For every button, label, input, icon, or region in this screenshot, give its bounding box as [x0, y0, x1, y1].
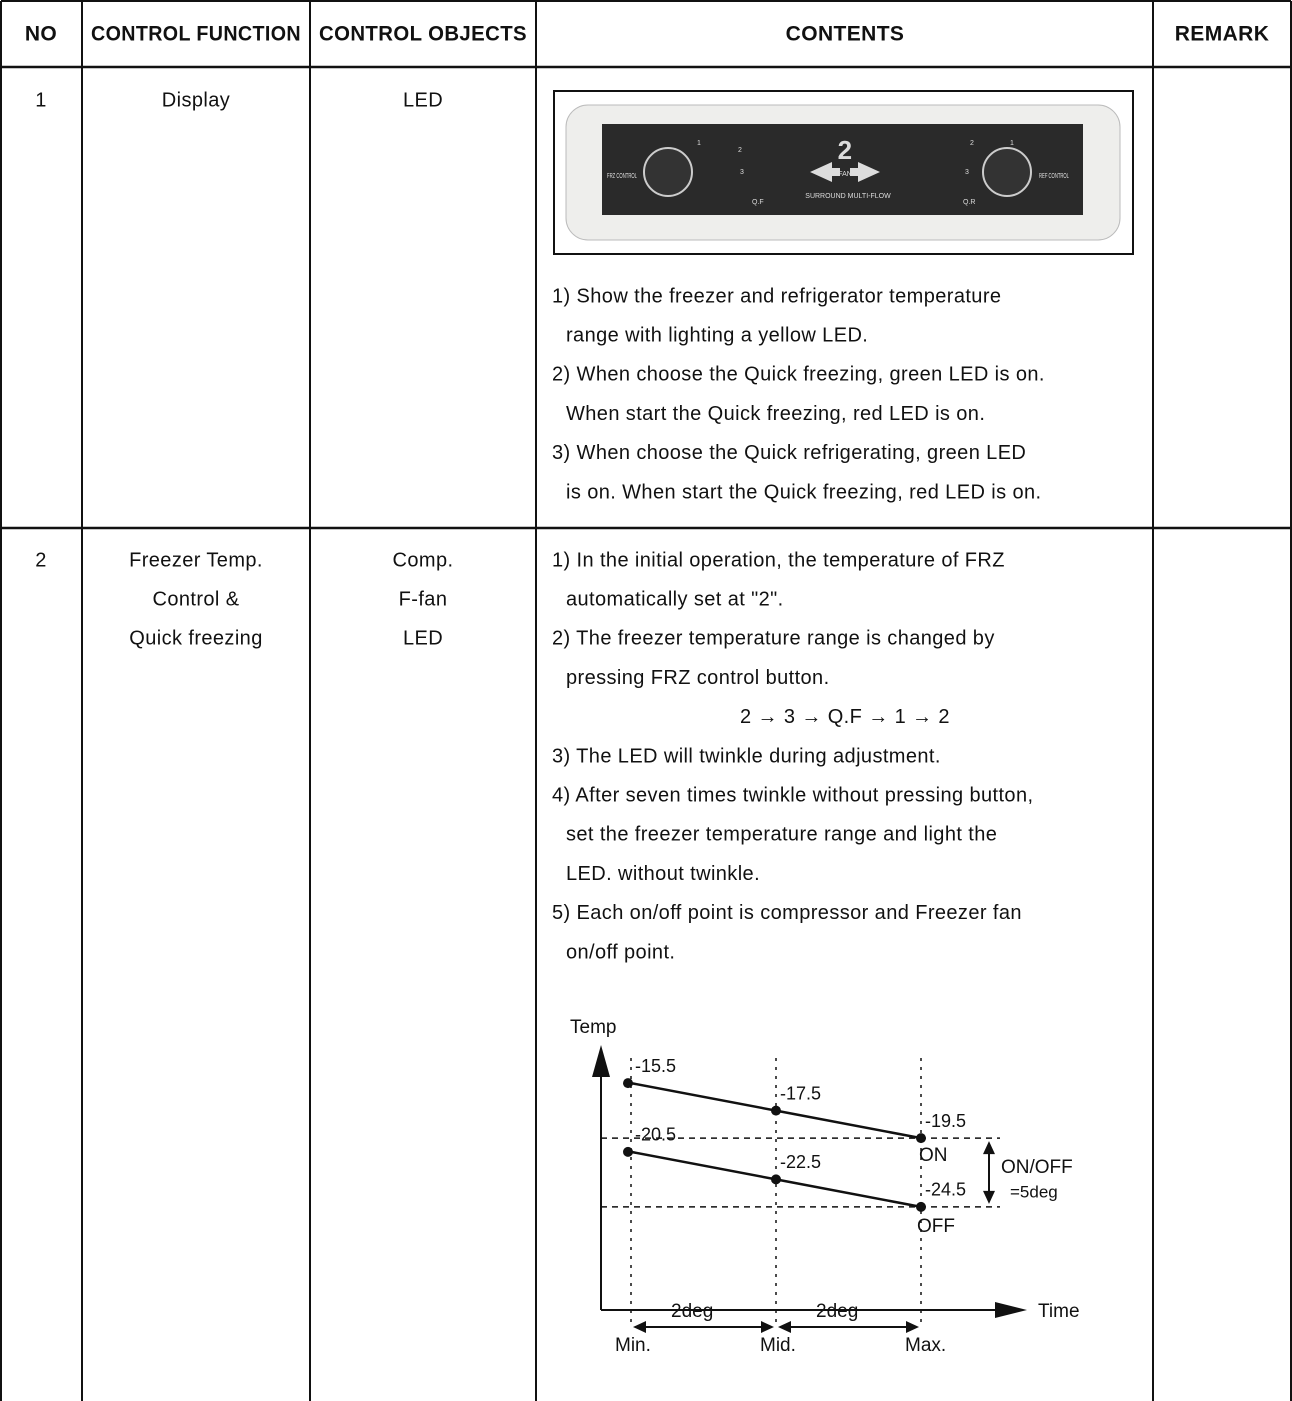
- band-arrow-head: [983, 1141, 995, 1204]
- panel-label: 2: [838, 135, 853, 165]
- header-cell: CONTROL FUNCTION: [91, 23, 301, 46]
- temp-value: -19.5: [925, 1111, 966, 1131]
- header-cell: CONTENTS: [786, 23, 905, 46]
- control-object: F-fan: [399, 588, 448, 610]
- position-label: Min.: [615, 1335, 651, 1356]
- content-line: 5) Each on/off point is compressor and F…: [552, 902, 1022, 924]
- panel-mark: 3: [740, 169, 744, 176]
- content-line: 4) After seven times twinkle without pre…: [552, 784, 1033, 806]
- y-axis-arrow: [592, 1045, 610, 1077]
- control-object: Comp.: [393, 549, 454, 571]
- control-object: LED: [403, 628, 443, 650]
- axis-label: Temp: [570, 1017, 616, 1038]
- content-line: LED. without twinkle.: [566, 863, 760, 885]
- panel-mark: 3: [965, 169, 969, 176]
- content-line: on/off point.: [566, 941, 675, 963]
- panel-label: FRZ CONTROL: [607, 173, 637, 180]
- on-label: ON: [919, 1145, 948, 1166]
- content-line: automatically set at "2".: [566, 588, 784, 610]
- step-label: 2deg: [671, 1301, 713, 1322]
- led-panel-photo: [553, 90, 1134, 255]
- panel-mark: 1: [697, 140, 701, 147]
- content-line: 2) The freezer temperature range is chan…: [552, 628, 995, 650]
- panel-mark: 2: [970, 140, 974, 147]
- content-line: pressing FRZ control button.: [566, 667, 830, 689]
- content-line: set the freezer temperature range and li…: [566, 824, 997, 846]
- content-line: 2 → 3 → Q.F → 1 → 2: [740, 706, 950, 728]
- row-no: 1: [35, 89, 47, 111]
- content-line: range with lighting a yellow LED.: [566, 324, 868, 346]
- content-line: 2) When choose the Quick freezing, green…: [552, 364, 1045, 386]
- temp-point: [916, 1133, 926, 1144]
- temp-point: [623, 1146, 633, 1157]
- temp-value: -15.5: [635, 1056, 676, 1076]
- header-cell: NO: [25, 23, 57, 46]
- temp-point: [771, 1174, 781, 1185]
- temp-value: -20.5: [635, 1125, 676, 1145]
- row-no: 2: [35, 549, 47, 571]
- panel-label: SURROUND MULTI-FLOW: [805, 193, 891, 200]
- band-label: ON/OFF: [1001, 1157, 1073, 1178]
- control-function: Quick freezing: [129, 628, 262, 650]
- temp-point: [623, 1078, 633, 1089]
- control-function: Freezer Temp.: [129, 549, 263, 571]
- temp-point: [771, 1105, 781, 1116]
- control-function: Control &: [153, 588, 240, 610]
- header-cell: CONTROL OBJECTS: [319, 23, 527, 46]
- content-line: 3) When choose the Quick refrigerating, …: [552, 442, 1026, 464]
- position-label: Mid.: [760, 1335, 796, 1356]
- panel-mark: 1: [1010, 140, 1014, 147]
- panel-mark: 2: [738, 147, 742, 154]
- temp-value: -24.5: [925, 1180, 966, 1200]
- header-cell: REMARK: [1175, 23, 1270, 46]
- control-function: Display: [162, 89, 230, 111]
- panel-label: REF CONTROL: [1039, 173, 1069, 180]
- control-object: LED: [403, 89, 443, 111]
- band-value: =5deg: [1010, 1183, 1058, 1202]
- temp-value: -17.5: [780, 1083, 821, 1103]
- panel-mark: Q.F: [752, 199, 764, 206]
- x-axis-arrow: [995, 1302, 1027, 1318]
- content-line: is on. When start the Quick freezing, re…: [566, 481, 1041, 503]
- content-line: 1) In the initial operation, the tempera…: [552, 549, 1005, 571]
- content-line: 1) Show the freezer and refrigerator tem…: [552, 285, 1001, 307]
- temp-value: -22.5: [780, 1152, 821, 1172]
- axis-label: Time: [1038, 1301, 1080, 1322]
- panel-label: FAN: [838, 171, 852, 178]
- step-label: 2deg: [816, 1301, 858, 1322]
- temp-point: [916, 1201, 926, 1212]
- off-label: OFF: [917, 1216, 955, 1237]
- content-line: 3) The LED will twinkle during adjustmen…: [552, 745, 941, 767]
- position-label: Max.: [905, 1335, 946, 1356]
- panel-mark: Q.R: [963, 199, 975, 206]
- content-line: When start the Quick freezing, red LED i…: [566, 403, 985, 425]
